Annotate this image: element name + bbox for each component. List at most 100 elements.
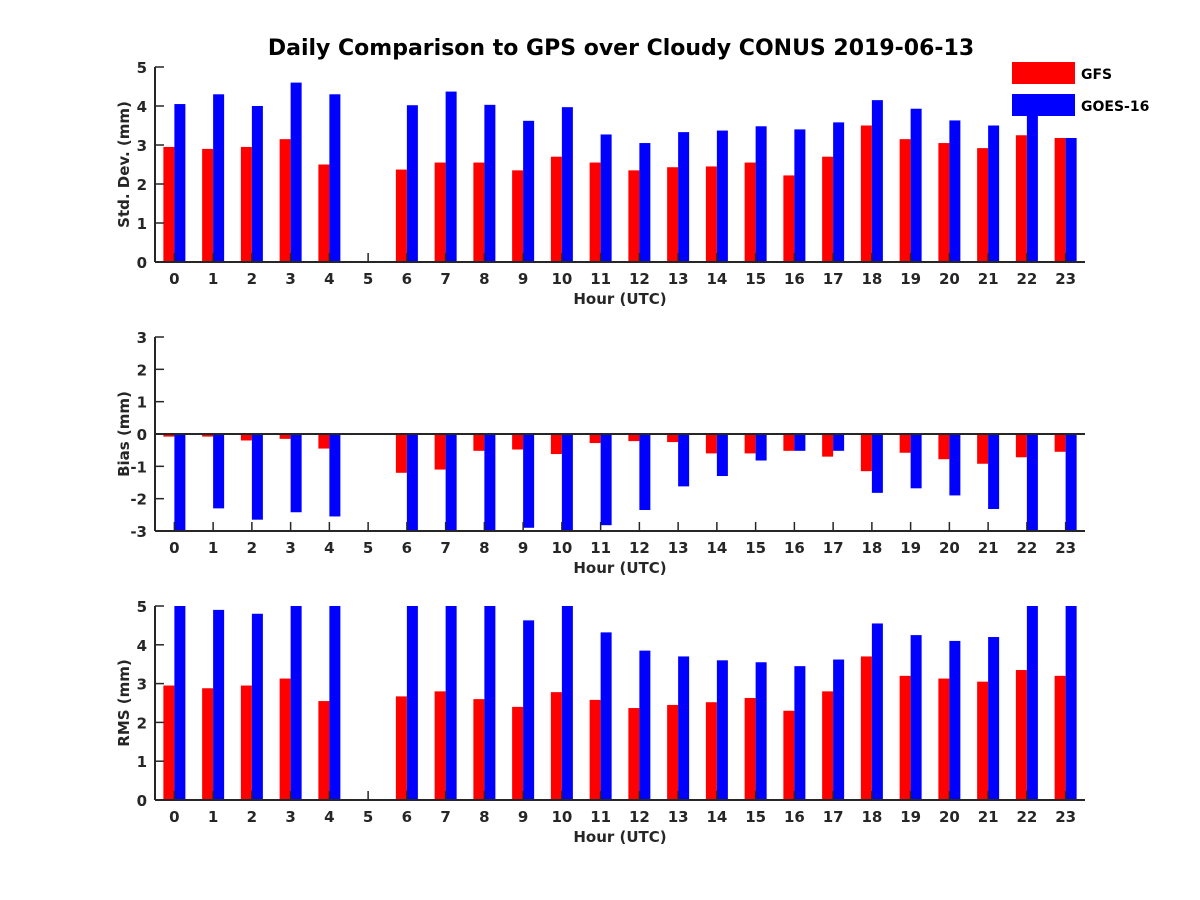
- bar-goes16-p1-h7: [445, 91, 457, 262]
- bar-gfs-p2-h12: [628, 434, 640, 442]
- bar-gfs-p3-h9: [512, 706, 524, 800]
- bar-goes16-p2-h23: [1065, 434, 1077, 531]
- x-tick-label: 15: [745, 808, 766, 826]
- x-tick-label: 22: [1016, 270, 1037, 288]
- bar-goes16-p2-h9: [523, 434, 535, 528]
- bar-gfs-p2-h15: [744, 434, 756, 454]
- bar-gfs-p2-h11: [589, 434, 601, 444]
- bar-goes16-p2-h22: [1026, 434, 1038, 531]
- bar-goes16-p1-h15: [755, 126, 767, 262]
- bar-goes16-p3-h3: [290, 606, 302, 800]
- x-tick-label: 4: [324, 808, 334, 826]
- bar-gfs-p3-h7: [434, 691, 446, 800]
- y-tick-label: 1: [137, 753, 147, 771]
- x-tick-label: 11: [590, 808, 611, 826]
- bar-goes16-p3-h19: [910, 635, 922, 800]
- x-tick-label: 13: [668, 808, 689, 826]
- bar-gfs-p2-h21: [977, 434, 989, 464]
- bar-gfs-p2-h9: [512, 434, 524, 450]
- x-axis-label: Hour (UTC): [573, 559, 666, 577]
- x-tick-label: 19: [900, 270, 921, 288]
- bar-goes16-p1-h2: [251, 106, 263, 262]
- bar-goes16-p3-h16: [794, 666, 806, 800]
- bar-gfs-p1-h14: [705, 166, 717, 262]
- bar-goes16-p2-h14: [716, 434, 728, 477]
- bar-goes16-p3-h11: [600, 632, 612, 800]
- x-tick-label: 14: [706, 808, 727, 826]
- x-tick-label: 20: [939, 539, 960, 557]
- bar-gfs-p1-h19: [899, 139, 911, 262]
- bar-gfs-p3-h8: [473, 699, 485, 800]
- y-tick-label: 0: [137, 254, 147, 272]
- bar-gfs-p2-h17: [822, 434, 834, 457]
- bar-gfs-p1-h12: [628, 170, 640, 262]
- x-tick-label: 11: [590, 539, 611, 557]
- bar-gfs-p1-h21: [977, 148, 989, 262]
- x-tick-label: 15: [745, 270, 766, 288]
- bar-goes16-p3-h8: [484, 606, 496, 800]
- bar-gfs-p3-h16: [783, 710, 795, 800]
- y-tick-label: 4: [137, 637, 147, 655]
- bar-goes16-p1-h13: [678, 132, 690, 262]
- bar-gfs-p3-h0: [163, 685, 175, 800]
- bar-gfs-p3-h4: [318, 701, 330, 800]
- x-tick-label: 1: [208, 539, 218, 557]
- x-tick-label: 1: [208, 808, 218, 826]
- x-tick-label: 21: [978, 539, 999, 557]
- bar-goes16-p2-h18: [871, 434, 883, 493]
- bar-gfs-p2-h13: [667, 434, 679, 443]
- x-tick-label: 8: [479, 270, 489, 288]
- bar-goes16-p2-h2: [251, 434, 263, 520]
- bar-gfs-p2-h6: [395, 434, 407, 473]
- bar-goes16-p3-h22: [1026, 606, 1038, 800]
- y-tick-label: 5: [137, 59, 147, 77]
- bar-gfs-p1-h2: [240, 146, 252, 262]
- bar-goes16-p2-h6: [406, 434, 418, 531]
- x-tick-label: 12: [629, 539, 650, 557]
- bar-gfs-p2-h2: [240, 434, 252, 441]
- x-tick-label: 2: [247, 808, 257, 826]
- y-tick-label: 3: [137, 137, 147, 155]
- y-tick-label: 3: [137, 676, 147, 694]
- x-tick-label: 16: [784, 270, 805, 288]
- bar-goes16-p2-h15: [755, 434, 767, 461]
- y-tick-label: 2: [137, 714, 147, 732]
- x-tick-label: 18: [861, 539, 882, 557]
- x-tick-label: 16: [784, 808, 805, 826]
- bar-gfs-p1-h8: [473, 162, 485, 262]
- bar-gfs-p3-h3: [279, 678, 291, 800]
- bar-goes16-p1-h11: [600, 134, 612, 262]
- bar-goes16-p1-h12: [639, 143, 651, 262]
- x-tick-label: 23: [1055, 808, 1076, 826]
- x-tick-label: 6: [402, 270, 412, 288]
- bar-goes16-p1-h22: [1026, 114, 1038, 262]
- bar-goes16-p2-h0: [174, 434, 186, 531]
- bar-goes16-p3-h20: [949, 640, 961, 800]
- legend-swatch-gfs: [1012, 62, 1075, 84]
- chart-title: Daily Comparison to GPS over Cloudy CONU…: [268, 36, 974, 61]
- x-tick-label: 18: [861, 808, 882, 826]
- bar-goes16-p3-h2: [251, 613, 263, 800]
- bar-gfs-p3-h23: [1054, 675, 1066, 800]
- bar-goes16-p1-h3: [290, 82, 302, 262]
- bar-goes16-p3-h1: [213, 609, 225, 800]
- bar-gfs-p2-h20: [938, 434, 950, 460]
- bar-goes16-p3-h13: [678, 656, 690, 800]
- bar-gfs-p2-h19: [899, 434, 911, 453]
- bar-goes16-p1-h23: [1065, 137, 1077, 262]
- bar-goes16-p2-h8: [484, 434, 496, 531]
- x-tick-label: 10: [551, 270, 572, 288]
- x-tick-label: 1: [208, 270, 218, 288]
- bar-goes16-p3-h21: [988, 637, 1000, 800]
- bar-goes16-p3-h14: [716, 660, 728, 800]
- x-tick-label: 9: [518, 539, 528, 557]
- bar-goes16-p3-h18: [871, 623, 883, 800]
- bar-goes16-p1-h21: [988, 125, 1000, 262]
- bar-gfs-p2-h18: [860, 434, 872, 472]
- x-tick-label: 9: [518, 270, 528, 288]
- x-axis-label: Hour (UTC): [573, 828, 666, 846]
- x-tick-label: 11: [590, 270, 611, 288]
